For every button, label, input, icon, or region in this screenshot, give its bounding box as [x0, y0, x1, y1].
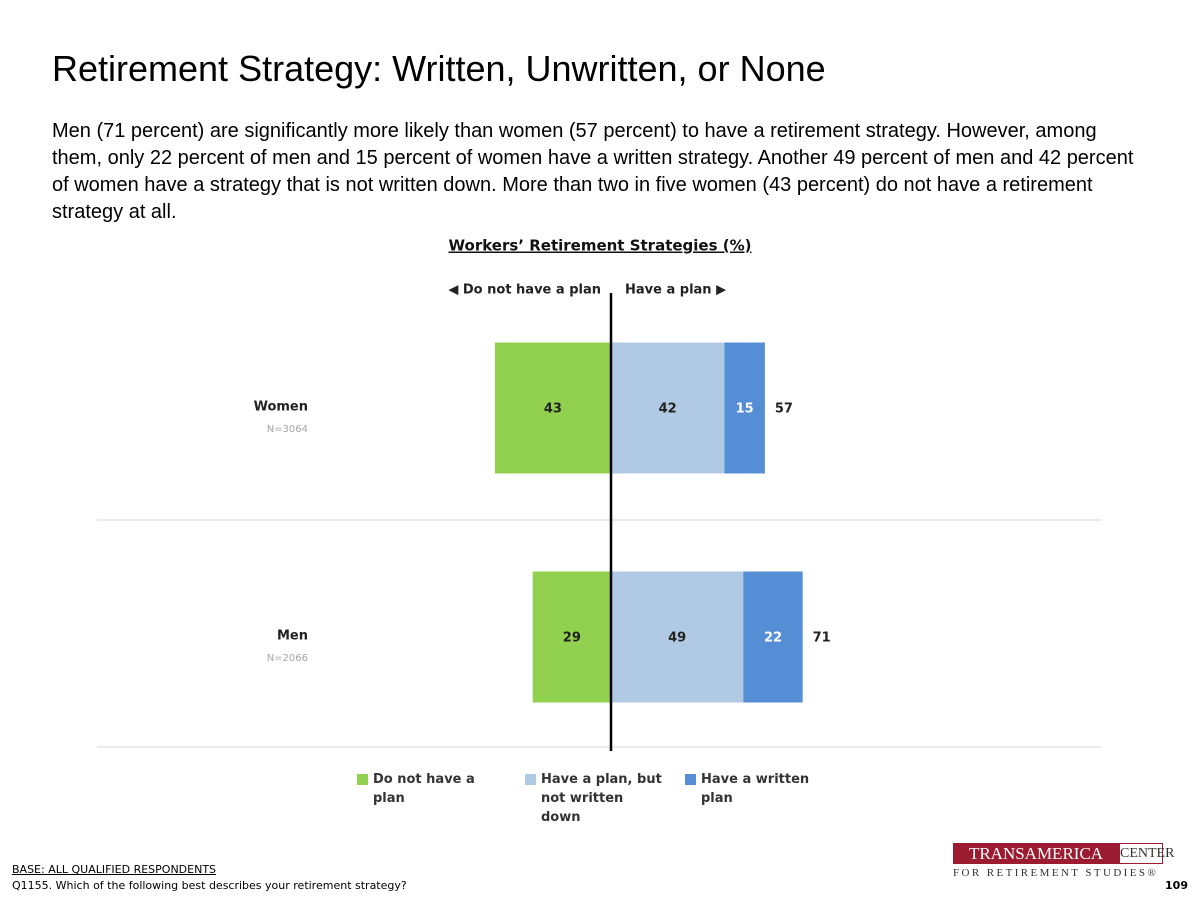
- chart-title: Workers’ Retirement Strategies (%): [449, 237, 752, 255]
- value-label: 43: [544, 402, 562, 417]
- value-label: 29: [563, 631, 581, 646]
- slide-title: Retirement Strategy: Written, Unwritten,…: [52, 48, 826, 89]
- logo-tagline: FOR RETIREMENT STUDIES®: [953, 867, 1159, 879]
- bar-segment: [611, 342, 725, 474]
- bar-segment: [724, 342, 765, 474]
- value-label: 42: [659, 402, 677, 417]
- legend-swatch: [685, 774, 696, 785]
- direction-label: Have a plan ▶: [625, 283, 726, 298]
- logo-box: CENTER: [1119, 843, 1174, 864]
- legend-item: Do not have a plan: [357, 770, 498, 808]
- bar-segment: [532, 571, 611, 703]
- footer-base: BASE: ALL QUALIFIED RESPONDENTS: [12, 863, 217, 876]
- page-number: 109: [1165, 879, 1188, 892]
- legend-swatch: [525, 774, 536, 785]
- direction-label: ◀ Do not have a plan: [448, 283, 601, 298]
- value-label: 15: [736, 402, 754, 417]
- logo-name: TRANSAMERICA: [953, 843, 1119, 864]
- footer-question: Q1155. Which of the following best descr…: [12, 879, 407, 892]
- total-label: 57: [775, 402, 793, 417]
- legend-item: Have a plan, but not written down: [525, 770, 666, 827]
- category-note: N=2066: [267, 653, 308, 664]
- legend-swatch: [357, 774, 368, 785]
- legend-item: Have a written plan: [685, 770, 826, 808]
- bar-segment: [611, 571, 744, 703]
- bar-segment: [494, 342, 611, 474]
- value-label: 49: [668, 631, 686, 646]
- total-label: 71: [813, 631, 831, 646]
- category-note: N=3064: [267, 424, 308, 435]
- slide-subtitle: Men (71 percent) are significantly more …: [52, 120, 1134, 223]
- legend-label: Have a plan, but not written down: [541, 772, 662, 825]
- legend-label: Do not have a plan: [373, 772, 475, 806]
- legend-label: Have a written plan: [701, 772, 810, 806]
- value-label: 22: [764, 631, 782, 646]
- category-label: Women: [254, 400, 308, 415]
- category-label: Men: [277, 629, 308, 644]
- bar-segment: [743, 571, 803, 703]
